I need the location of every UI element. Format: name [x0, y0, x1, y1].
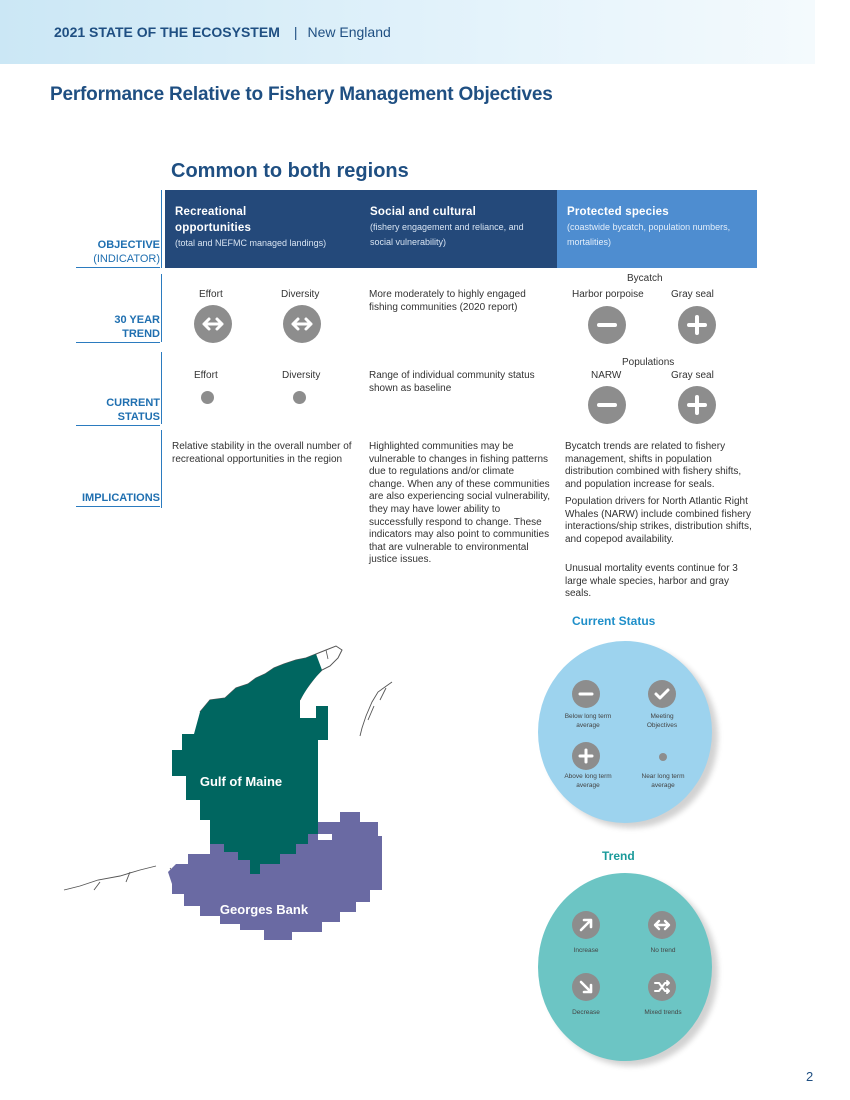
implications-protected-1: Bycatch trends are related to fishery ma…	[565, 441, 742, 490]
arrow-up-right-icon	[572, 911, 600, 939]
gray-seal-trend-label: Gray seal	[671, 289, 714, 300]
implications-row-label: IMPLICATIONS	[76, 491, 160, 507]
gulf-of-maine-region	[172, 654, 328, 874]
minus-icon	[588, 386, 626, 424]
page-number: 2	[806, 1069, 814, 1084]
narw-label: NARW	[591, 370, 622, 381]
trend-rec-effort-label: Effort	[199, 289, 223, 300]
objective-social-indicator: (fishery engagement and reliance, and so…	[370, 222, 524, 247]
implications-recreational: Relative stability in the overall number…	[172, 441, 352, 465]
report-header: 2021 STATE OF THE ECOSYSTEM | New England	[54, 24, 391, 40]
meeting-objectives-label: Meeting Objectives	[646, 713, 678, 729]
plus-icon	[572, 742, 600, 770]
nova-scotia-coastline	[359, 681, 393, 737]
status-row-label: CURRENT STATUS	[76, 396, 160, 426]
arrow-down-right-icon	[572, 973, 600, 1001]
near-average-dot-icon	[293, 391, 306, 404]
implications-protected-2: Population drivers for North Atlantic Ri…	[565, 496, 752, 545]
trend-social-text: More moderately to highly engaged fishin…	[369, 289, 526, 313]
mixed-trends-icon	[648, 973, 676, 1001]
southern-coastline	[63, 865, 157, 891]
populations-heading: Populations	[622, 357, 675, 368]
objective-row-label: OBJECTIVE (INDICATOR)	[76, 238, 160, 268]
objective-protected: Protected species (coastwide bycatch, po…	[557, 190, 757, 268]
mixed-trends-label: Mixed trends	[644, 1009, 682, 1016]
implications-social: Highlighted communities may be vulnerabl…	[369, 441, 551, 566]
trend-rec-diversity-label: Diversity	[281, 289, 320, 300]
plus-icon	[678, 306, 716, 344]
header-separator: |	[293, 24, 298, 40]
implications-label: IMPLICATIONS	[81, 492, 160, 504]
trend-divider	[161, 274, 162, 342]
section-title: Common to both regions	[171, 160, 409, 182]
implications-divider	[161, 430, 162, 508]
trend-row-label: 30 YEAR TREND	[76, 313, 160, 343]
objective-label: OBJECTIVE	[97, 239, 160, 251]
status-social-text: Range of individual community status sho…	[369, 370, 535, 394]
status-rec-diversity-label: Diversity	[282, 370, 321, 381]
region-name: New England	[307, 24, 391, 40]
trend-label-1: 30 YEAR	[114, 314, 160, 326]
implications-protected-3: Unusual mortality events continue for 3 …	[565, 563, 738, 600]
gray-seal-status-label: Gray seal	[671, 370, 714, 381]
georges-bank-region	[168, 834, 382, 940]
page-title: Performance Relative to Fishery Manageme…	[50, 84, 553, 105]
objective-social-title: Social and cultural	[370, 206, 477, 218]
objective-recreational: Recreational opportunities (total and NE…	[165, 190, 361, 268]
bycatch-heading: Bycatch	[627, 273, 663, 284]
objective-divider	[161, 190, 162, 268]
checkmark-icon	[648, 680, 676, 708]
objective-protected-indicator: (coastwide bycatch, population numbers, …	[567, 222, 731, 247]
header-band	[0, 0, 815, 64]
near-average-dot-icon	[201, 391, 214, 404]
objective-protected-title: Protected species	[567, 206, 669, 218]
objective-recreational-title: Recreational opportunities	[175, 206, 252, 234]
decrease-status-icon	[588, 306, 626, 344]
minus-icon	[572, 680, 600, 708]
no-trend-label: No trend	[650, 947, 676, 954]
current-status-legend-title: Current Status	[572, 614, 656, 628]
status-label-1: CURRENT	[106, 397, 160, 409]
objective-header-protected	[557, 190, 757, 268]
plus-icon	[678, 386, 716, 424]
gulf-of-maine-label: Gulf of Maine	[200, 774, 282, 789]
trend-label-2: TREND	[122, 328, 160, 340]
current-status-legend	[538, 641, 712, 823]
near-average-label: Near long term average	[641, 773, 685, 789]
report-title: 2021 STATE OF THE ECOSYSTEM	[54, 24, 280, 40]
status-divider	[161, 352, 162, 424]
above-average-label: Above long term average	[564, 773, 612, 789]
no-trend-icon	[194, 305, 232, 343]
objective-header-dark	[165, 190, 557, 268]
georges-bank-label: Georges Bank	[220, 902, 309, 917]
decrease-label: Decrease	[572, 1009, 600, 1016]
increase-label: Increase	[573, 947, 599, 954]
region-map: Gulf of Maine Georges Bank	[63, 645, 393, 940]
trend-legend-title: Trend	[602, 849, 635, 863]
near-average-dot-icon	[659, 753, 667, 761]
objective-social: Social and cultural (fishery engagement …	[360, 190, 556, 268]
below-average-label: Below long term average	[564, 713, 612, 729]
no-trend-icon	[283, 305, 321, 343]
objective-recreational-indicator: (total and NEFMC managed landings)	[175, 238, 327, 248]
trend-legend	[538, 873, 712, 1061]
no-trend-icon	[648, 911, 676, 939]
indicator-label: (INDICATOR)	[93, 253, 160, 265]
harbor-porpoise-label: Harbor porpoise	[572, 289, 644, 300]
georges-bank-region-east	[318, 812, 382, 854]
status-rec-effort-label: Effort	[194, 370, 218, 381]
status-label-2: STATUS	[117, 411, 160, 423]
